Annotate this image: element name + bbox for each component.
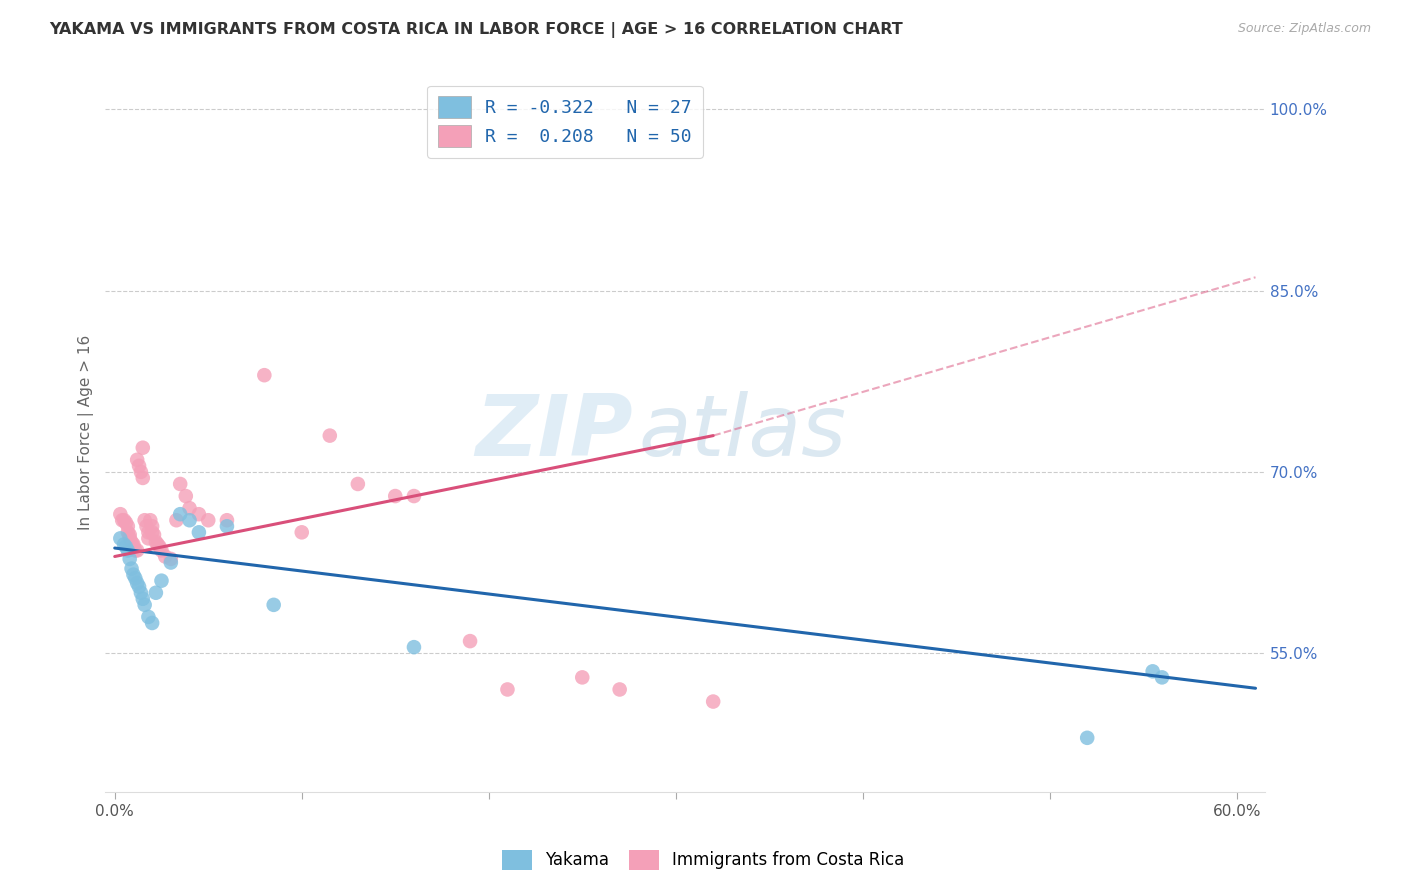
Point <box>117 519 139 533</box>
Point <box>165 513 187 527</box>
Point <box>149 540 172 554</box>
Text: ZIP: ZIP <box>475 391 633 474</box>
Point <box>122 567 145 582</box>
Point <box>141 615 163 630</box>
Point <box>458 634 481 648</box>
Point <box>112 537 135 551</box>
Point <box>143 527 166 541</box>
Point <box>402 640 425 655</box>
Point <box>1150 670 1173 684</box>
Legend: Yakama, Immigrants from Costa Rica: Yakama, Immigrants from Costa Rica <box>495 843 911 877</box>
Point <box>197 513 219 527</box>
Text: atlas: atlas <box>638 391 846 474</box>
Point <box>138 532 160 546</box>
Point <box>141 525 163 540</box>
Point <box>139 513 162 527</box>
Point <box>253 368 276 383</box>
Point <box>169 507 191 521</box>
Point <box>702 694 724 708</box>
Point <box>155 549 177 564</box>
Y-axis label: In Labor Force | Age > 16: In Labor Force | Age > 16 <box>79 335 94 530</box>
Point <box>187 525 209 540</box>
Text: YAKAMA VS IMMIGRANTS FROM COSTA RICA IN LABOR FORCE | AGE > 16 CORRELATION CHART: YAKAMA VS IMMIGRANTS FROM COSTA RICA IN … <box>49 22 903 38</box>
Point <box>150 574 173 588</box>
Legend: R = -0.322   N = 27, R =  0.208   N = 50: R = -0.322 N = 27, R = 0.208 N = 50 <box>427 86 703 158</box>
Point <box>145 586 167 600</box>
Point <box>127 543 149 558</box>
Point <box>110 532 132 546</box>
Point <box>319 428 342 442</box>
Point <box>122 537 145 551</box>
Point <box>118 552 141 566</box>
Point <box>179 501 201 516</box>
Point <box>146 537 169 551</box>
Point <box>121 535 143 549</box>
Point <box>122 540 145 554</box>
Point <box>132 441 155 455</box>
Point <box>111 513 134 527</box>
Point <box>132 591 155 606</box>
Point <box>291 525 314 540</box>
Point <box>174 489 197 503</box>
Point <box>110 507 132 521</box>
Point <box>124 543 146 558</box>
Point <box>134 513 156 527</box>
Point <box>124 571 146 585</box>
Point <box>496 682 519 697</box>
Point <box>118 527 141 541</box>
Point <box>1076 731 1098 745</box>
Point <box>128 580 150 594</box>
Point <box>141 519 163 533</box>
Point <box>138 610 160 624</box>
Point <box>402 489 425 503</box>
Point <box>129 586 152 600</box>
Point <box>121 561 143 575</box>
Point <box>145 535 167 549</box>
Point <box>263 598 285 612</box>
Point <box>571 670 593 684</box>
Point <box>129 465 152 479</box>
Point <box>127 576 149 591</box>
Point <box>1142 665 1164 679</box>
Point <box>132 471 155 485</box>
Point <box>169 477 191 491</box>
Point <box>215 519 238 533</box>
Point <box>384 489 406 503</box>
Point <box>112 513 135 527</box>
Point <box>134 598 156 612</box>
Point <box>160 552 183 566</box>
Point <box>128 458 150 473</box>
Point <box>215 513 238 527</box>
Point <box>118 532 141 546</box>
Point <box>609 682 631 697</box>
Point <box>115 540 138 554</box>
Point <box>135 519 157 533</box>
Point <box>115 516 138 530</box>
Point <box>127 452 149 467</box>
Point <box>347 477 370 491</box>
Text: Source: ZipAtlas.com: Source: ZipAtlas.com <box>1237 22 1371 36</box>
Point <box>150 543 173 558</box>
Point <box>138 525 160 540</box>
Point <box>179 513 201 527</box>
Point <box>117 525 139 540</box>
Point <box>160 556 183 570</box>
Point <box>187 507 209 521</box>
Point <box>117 543 139 558</box>
